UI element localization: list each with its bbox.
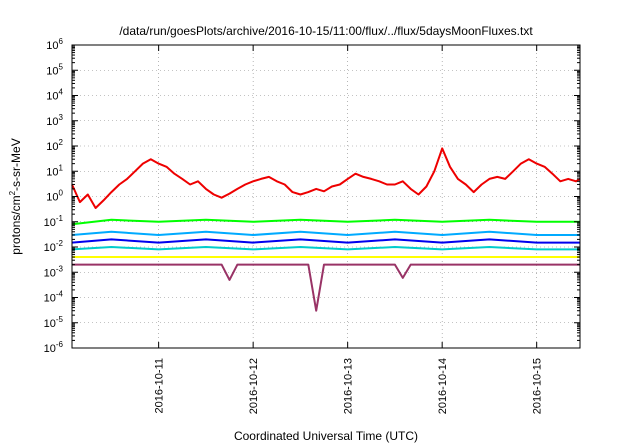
x-tick-label: 2016-10-14 <box>437 358 449 414</box>
y-tick-base: 10 <box>46 166 58 178</box>
y-tick-base: 10 <box>46 91 58 103</box>
chart-title: /data/run/goesPlots/archive/2016-10-15/1… <box>119 24 533 38</box>
y-tick-exponent: 3 <box>59 113 64 122</box>
y-tick-exponent: -5 <box>56 315 64 324</box>
y-tick-exponent: -2 <box>56 239 64 248</box>
y-tick-exponent: -6 <box>56 340 64 349</box>
y-tick-base: 10 <box>44 318 56 330</box>
grid <box>72 45 580 348</box>
x-tick-label: 2016-10-15 <box>532 358 544 414</box>
x-tick-label: 2016-10-13 <box>343 358 355 414</box>
series-line-4 <box>71 238 580 244</box>
y-tick-exponent: 0 <box>59 189 64 198</box>
y-tick-label: 103 <box>46 113 63 128</box>
x-tick-label: 2016-10-12 <box>248 358 260 414</box>
y-axis-label-main: protons/cm <box>9 195 23 254</box>
y-tick-label: 10-2 <box>44 239 64 254</box>
series-line-1 <box>71 147 581 209</box>
y-tick-base: 10 <box>44 242 56 254</box>
y-tick-exponent: -4 <box>56 290 64 299</box>
y-tick-exponent: -3 <box>56 264 64 273</box>
y-tick-base: 10 <box>44 267 56 279</box>
y-tick-label: 105 <box>46 62 63 77</box>
y-tick-exponent: 6 <box>59 37 64 46</box>
y-tick-label: 10-4 <box>44 290 64 305</box>
y-tick-exponent: 5 <box>59 62 64 71</box>
y-tick-label: 10-3 <box>44 264 64 279</box>
y-tick-base: 10 <box>46 141 58 153</box>
x-axis-label: Coordinated Universal Time (UTC) <box>234 429 418 443</box>
y-tick-label: 100 <box>46 189 63 204</box>
y-tick-base: 10 <box>46 40 58 52</box>
x-axis: 2016-10-11 2016-10-12 2016-10-13 2016-10-14… <box>154 45 544 414</box>
y-tick-exponent: 1 <box>59 163 64 172</box>
y-tick-base: 10 <box>44 343 56 355</box>
y-tick-base: 10 <box>46 192 58 204</box>
y-axis-label: protons/cm2-s-sr-MeV <box>8 138 23 254</box>
y-tick-base: 10 <box>46 65 58 77</box>
y-tick-label: 102 <box>46 138 63 153</box>
y-tick-exponent: 2 <box>59 138 64 147</box>
y-tick-label: 104 <box>46 88 63 103</box>
y-tick-label: 10-5 <box>44 315 64 330</box>
series-line-5 <box>71 246 580 251</box>
y-tick-base: 10 <box>46 116 58 128</box>
y-tick-label: 106 <box>46 37 63 52</box>
series-line-7 <box>72 263 580 312</box>
y-tick-base: 10 <box>44 217 56 229</box>
y-tick-exponent: -1 <box>56 214 64 223</box>
y-axis: 10-610-510-410-310-210-11001011021031041… <box>44 37 580 355</box>
y-tick-base: 10 <box>44 293 56 305</box>
series-line-3 <box>71 230 580 236</box>
y-tick-exponent: 4 <box>59 88 64 97</box>
y-tick-label: 101 <box>46 163 63 178</box>
y-axis-label-superscript: 2 <box>8 190 17 195</box>
x-tick-label: 2016-10-11 <box>154 358 166 413</box>
y-tick-label: 10-1 <box>44 214 64 229</box>
y-axis-label-unit: -s-sr-MeV <box>9 138 23 191</box>
series-line-2 <box>71 218 580 226</box>
y-tick-label: 10-6 <box>44 340 64 355</box>
series-group <box>71 147 581 312</box>
